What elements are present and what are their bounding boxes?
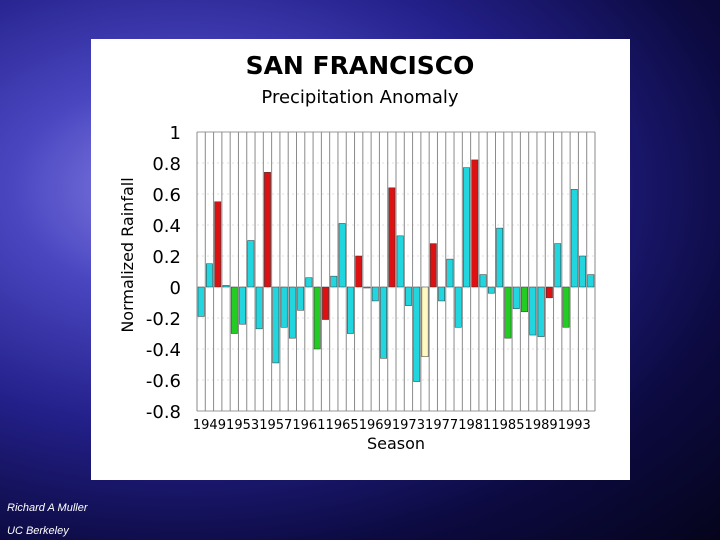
bar-1992	[562, 286, 570, 328]
institution-credit: UC Berkeley	[7, 525, 69, 537]
x-tick-label: 1961	[292, 418, 325, 433]
bar-1984	[496, 227, 504, 288]
bar-1952	[230, 286, 238, 334]
author-credit: Richard A Muller	[7, 502, 88, 514]
y-tick-label: 0	[170, 278, 181, 299]
x-tick-label: 1973	[392, 418, 425, 433]
bar-1967	[355, 255, 363, 288]
bar-1953	[239, 286, 246, 325]
bar-1957	[272, 286, 280, 364]
bar-1976	[429, 243, 437, 288]
chart-panel: SAN FRANCISCO Precipitation Anomaly 1 0.8…	[91, 39, 630, 480]
x-tick-label: 1969	[359, 418, 392, 433]
bar-1985	[504, 286, 512, 339]
bar-1955	[255, 286, 263, 330]
y-tick-label: -0.8	[146, 402, 181, 423]
bar-1949	[206, 263, 213, 288]
bar-1979	[454, 286, 462, 328]
chart-subtitle: Precipitation Anomaly	[261, 87, 459, 108]
bar-1954	[247, 240, 255, 288]
bar-1986	[512, 286, 520, 309]
bar-1971	[388, 187, 396, 288]
bar-1983	[487, 286, 495, 294]
bars	[197, 159, 595, 382]
bar-1993	[570, 189, 578, 288]
chart-title: SAN FRANCISCO	[246, 51, 475, 80]
bar-1973	[405, 286, 412, 306]
x-tick-labels: 1949 1953 1957 1961 1965 1969 1973 1977 1981 1985…	[193, 418, 591, 433]
bar-1962	[313, 286, 321, 350]
precipitation-chart: SAN FRANCISCO Precipitation Anomaly 1 0.8…	[118, 51, 596, 453]
y-tick-labels: 1 0.8 0.6 0.4 0.2 0 -0.2 -0.4 -0.6 -0.8	[146, 123, 181, 423]
bar-1969	[371, 286, 379, 302]
bar-1974	[413, 286, 421, 382]
bar-1972	[396, 235, 404, 288]
bar-1982	[479, 274, 487, 288]
bar-1960	[297, 286, 305, 311]
y-tick-label: 0.6	[152, 185, 181, 206]
bar-1956	[264, 172, 271, 288]
bar-1951	[222, 285, 230, 288]
x-tick-label: 1965	[326, 418, 359, 433]
bar-1994	[579, 255, 586, 288]
bar-1965	[338, 223, 346, 288]
x-tick-label: 1985	[491, 418, 524, 433]
x-tick-label: 1981	[458, 418, 491, 433]
bar-1963	[322, 286, 329, 320]
bar-1981	[471, 159, 479, 288]
y-tick-label: 1	[170, 123, 181, 144]
bar-1991	[554, 243, 562, 288]
year-separator-lines	[196, 132, 596, 411]
y-tick-label: 0.8	[152, 154, 181, 175]
bar-1961	[305, 277, 313, 288]
x-tick-label: 1949	[193, 418, 226, 433]
bar-1950	[214, 201, 222, 288]
bar-1990	[546, 286, 553, 299]
bar-1988	[529, 286, 537, 336]
bar-1987	[521, 286, 528, 313]
y-tick-label: 0.2	[152, 247, 181, 268]
bar-1978	[446, 258, 454, 288]
y-tick-label: 0.4	[152, 216, 181, 237]
bar-1968	[363, 286, 371, 289]
x-tick-label: 1989	[525, 418, 558, 433]
bar-1989	[537, 286, 545, 337]
bar-1975	[421, 286, 429, 357]
bar-1958	[280, 286, 288, 328]
bar-1959	[288, 286, 296, 339]
y-tick-label: -0.4	[146, 340, 181, 361]
x-tick-label: 1977	[425, 418, 458, 433]
bar-1966	[347, 286, 354, 334]
x-tick-label: 1957	[259, 418, 292, 433]
bar-1995	[587, 274, 595, 288]
y-tick-label: -0.2	[146, 309, 181, 330]
bar-1964	[330, 275, 338, 288]
bar-1948	[197, 286, 205, 317]
y-axis-label: Normalized Rainfall	[118, 177, 137, 332]
bar-1970	[380, 286, 387, 359]
x-axis-label: Season	[367, 434, 425, 453]
x-tick-label: 1993	[558, 418, 591, 433]
bar-1980	[463, 167, 470, 288]
y-tick-label: -0.6	[146, 371, 181, 392]
bar-1977	[438, 286, 446, 302]
x-tick-label: 1953	[226, 418, 259, 433]
